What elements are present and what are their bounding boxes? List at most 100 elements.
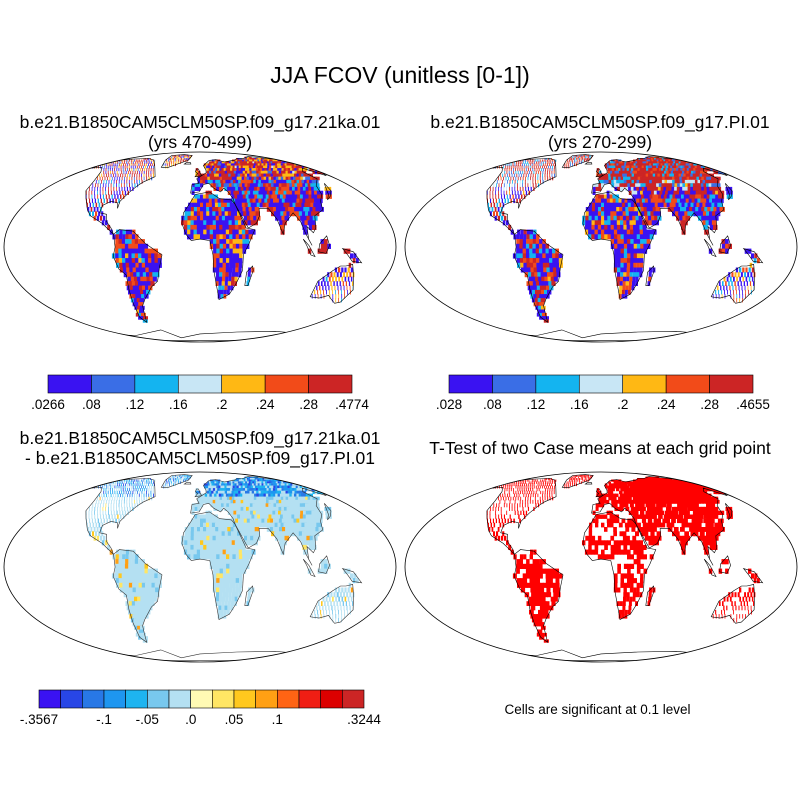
grid-cell — [300, 215, 305, 221]
grid-cell — [688, 198, 694, 204]
grid-cell — [212, 215, 217, 221]
grid-cell — [509, 165, 511, 169]
grid-cell — [703, 194, 710, 199]
grid-cell — [138, 302, 143, 307]
grid-cell — [632, 183, 637, 188]
grid-cell — [108, 510, 109, 515]
grid-cell — [711, 220, 717, 226]
grid-cell — [115, 163, 117, 167]
grid-cell — [738, 285, 740, 291]
grid-cell — [623, 258, 628, 264]
grid-cell — [733, 298, 735, 303]
grid-cell — [247, 522, 252, 528]
grid-cell — [234, 281, 237, 286]
coastline-antarctica — [497, 329, 705, 341]
grid-cell — [242, 527, 247, 532]
grid-cell — [733, 276, 735, 282]
grid-cell — [194, 503, 198, 508]
grid-cell — [197, 493, 201, 498]
grid-cell — [616, 211, 621, 217]
grid-cell — [611, 168, 615, 172]
grid-cell — [541, 161, 543, 164]
grid-cell — [341, 276, 344, 282]
grid-cell — [212, 540, 217, 546]
grid-cell — [532, 176, 534, 181]
grid-cell — [489, 194, 491, 199]
grid-cell — [244, 540, 249, 546]
grid-cell — [676, 186, 683, 191]
grid-cell — [190, 549, 194, 555]
grid-cell — [185, 474, 187, 476]
grid-cell — [536, 302, 542, 307]
grid-cell — [239, 568, 243, 574]
grid-cell — [555, 258, 560, 264]
grid-cell — [228, 272, 232, 278]
grid-cell — [226, 563, 230, 569]
grid-cell — [169, 159, 171, 162]
grid-cell — [637, 207, 642, 212]
grid-cell — [312, 207, 318, 212]
grid-cell — [641, 194, 646, 199]
grid-cell — [265, 503, 271, 508]
grid-cell — [610, 207, 614, 212]
grid-cell — [235, 272, 239, 278]
grid-cell — [187, 229, 191, 235]
grid-cell — [206, 544, 211, 550]
grid-cell — [106, 179, 107, 184]
grid-cell — [206, 535, 210, 541]
grid-cell — [643, 248, 648, 254]
grid-cell — [624, 183, 629, 188]
grid-cell — [634, 207, 639, 212]
grid-cell — [141, 165, 142, 169]
grid-cell — [516, 173, 518, 178]
grid-cell — [224, 281, 228, 286]
grid-cell — [148, 262, 153, 268]
grid-cell — [536, 285, 542, 291]
grid-cell — [598, 186, 602, 191]
grid-cell — [223, 522, 228, 528]
grid-cell — [133, 496, 135, 501]
grid-cell — [640, 183, 645, 188]
grid-cell — [639, 179, 644, 184]
grid-cell — [632, 170, 637, 175]
grid-cell — [632, 215, 637, 221]
grid-cell — [115, 161, 116, 164]
grid-cell — [111, 481, 113, 484]
grid-cell — [213, 243, 217, 249]
grid-cell — [222, 559, 227, 565]
grid-cell — [227, 289, 230, 295]
grid-cell — [342, 281, 344, 286]
grid-cell — [725, 243, 729, 249]
grid-cell — [187, 211, 192, 217]
grid-cell — [514, 186, 516, 191]
grid-cell — [552, 165, 553, 169]
grid-cell — [149, 481, 151, 484]
grid-cell — [130, 483, 132, 487]
grid-cell — [218, 215, 223, 221]
grid-cell — [121, 179, 123, 184]
grid-cell — [211, 522, 216, 528]
grid-cell — [517, 229, 521, 235]
grid-cell — [330, 272, 333, 278]
grid-cell — [116, 488, 118, 492]
grid-cell — [511, 186, 513, 191]
grid-cell — [209, 220, 214, 226]
grid-cell — [512, 194, 514, 199]
grid-cell — [704, 215, 710, 221]
grid-cell — [520, 229, 524, 235]
grid-cell — [194, 183, 198, 188]
land-field-difference — [82, 474, 366, 661]
grid-cell — [708, 202, 714, 208]
grid-cell — [746, 281, 748, 286]
grid-cell — [252, 503, 258, 508]
coastline-australia — [309, 264, 354, 304]
grid-cell — [144, 573, 149, 579]
grid-cell — [126, 499, 128, 504]
grid-cell — [592, 186, 596, 191]
grid-cell — [230, 531, 235, 537]
grid-cell — [666, 183, 672, 188]
grid-cell — [233, 490, 238, 495]
grid-cell — [745, 276, 748, 282]
coastline-newguinea — [742, 248, 764, 264]
grid-cell — [121, 186, 123, 191]
